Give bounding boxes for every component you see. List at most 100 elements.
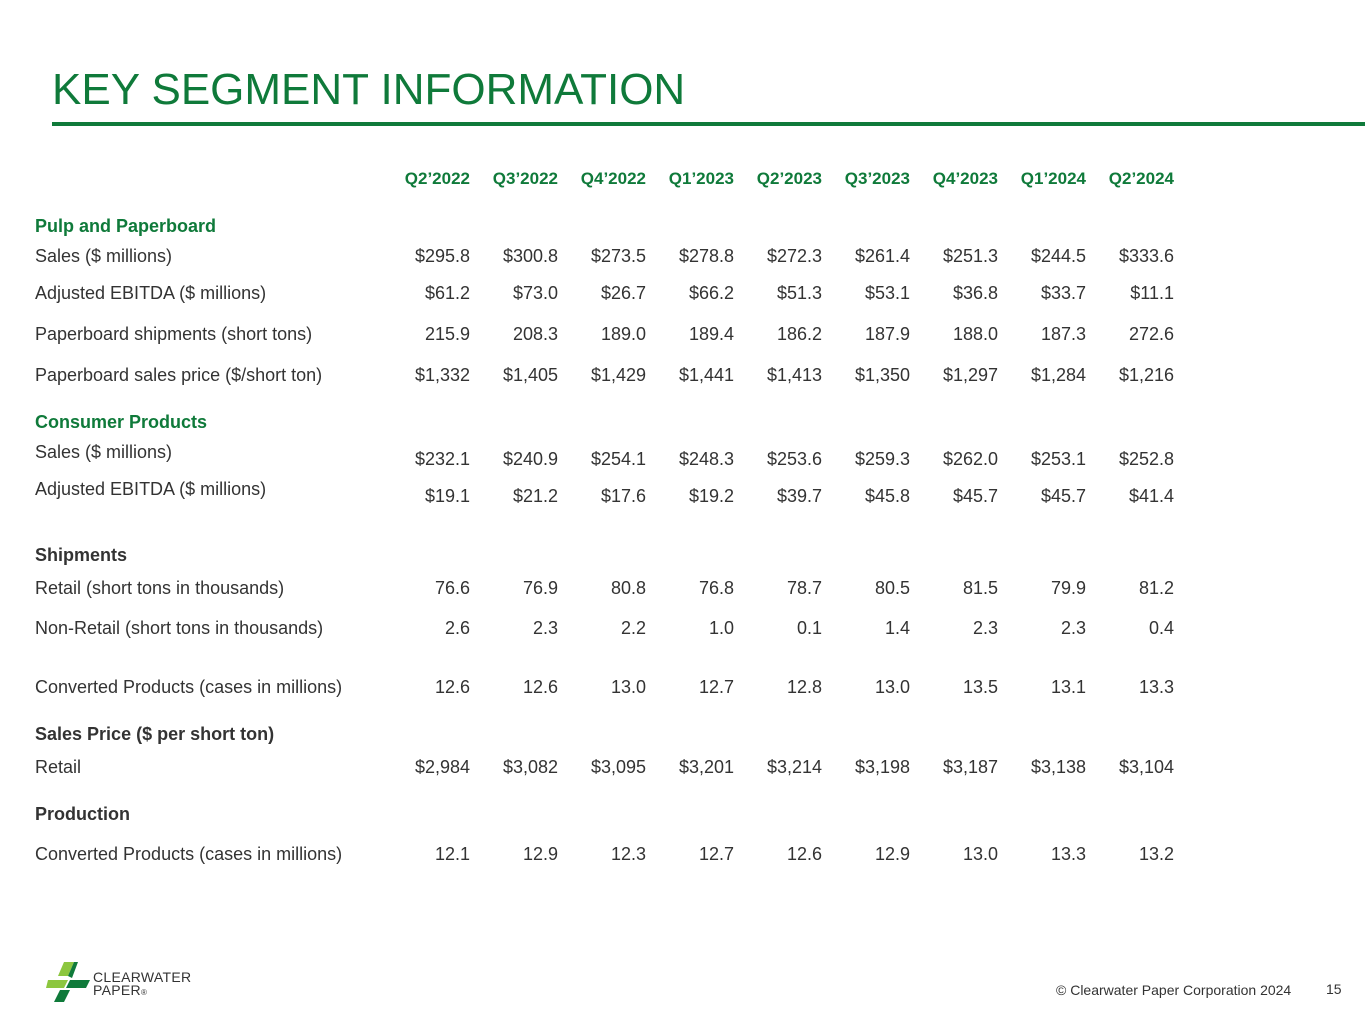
column-header: Q2’2024 bbox=[1108, 169, 1174, 188]
table-cell: $19.2 bbox=[688, 486, 734, 506]
table-cell: $3,104 bbox=[1118, 757, 1174, 777]
table-cell: $253.1 bbox=[1030, 449, 1086, 469]
table-cell: 2.3 bbox=[972, 618, 998, 638]
table-cell: 2.6 bbox=[444, 618, 470, 638]
table-cell: $73.0 bbox=[512, 283, 558, 303]
table-cell: $259.3 bbox=[854, 449, 910, 469]
table-cell: 188.0 bbox=[952, 324, 998, 344]
table-row-label: Converted Products (cases in millions) bbox=[35, 844, 343, 864]
table-cell: 1.4 bbox=[884, 618, 910, 638]
section-heading-price-label: Sales Price ($ per short ton) bbox=[35, 724, 275, 744]
company-logo: CLEARWATER PAPER® bbox=[46, 960, 206, 1004]
table-row: Converted Products (cases in millions) 12… bbox=[0, 675, 1365, 699]
table-row-label: Retail bbox=[35, 757, 82, 777]
table-cell: $1,216 bbox=[1118, 365, 1174, 385]
section-heading-price: Sales Price ($ per short ton) bbox=[0, 722, 1365, 746]
table-cell: 2.3 bbox=[532, 618, 558, 638]
table-cell: $278.8 bbox=[678, 246, 734, 266]
table-cell: $261.4 bbox=[854, 246, 910, 266]
table-cell: $248.3 bbox=[678, 449, 734, 469]
table-row: Retail (short tons in thousands) 76.6 76.9… bbox=[0, 576, 1365, 600]
table-cell: 13.3 bbox=[1138, 677, 1174, 697]
table-cell: 187.3 bbox=[1040, 324, 1086, 344]
logo-text-line1: CLEARWATER bbox=[93, 969, 192, 985]
table-cell: $295.8 bbox=[414, 246, 470, 266]
title-divider bbox=[52, 122, 1365, 126]
table-cell: 76.6 bbox=[434, 578, 470, 598]
table-cell: 186.2 bbox=[776, 324, 822, 344]
section-heading-pulp-label: Pulp and Paperboard bbox=[35, 216, 217, 236]
header-row: Q2’2022 Q3’2022 Q4’2022 Q1’2023 Q2’2023 Q3’20… bbox=[0, 167, 1365, 191]
table-cell: $1,405 bbox=[502, 365, 558, 385]
table-cell: 13.0 bbox=[610, 677, 646, 697]
column-header: Q4’2022 bbox=[580, 169, 646, 188]
table-cell: 12.7 bbox=[698, 844, 734, 864]
table-cell: 12.9 bbox=[522, 844, 558, 864]
table-row-label: Sales ($ millions) bbox=[35, 246, 173, 266]
table-cell: $19.1 bbox=[424, 486, 470, 506]
table-cell: $240.9 bbox=[502, 449, 558, 469]
table-cell: $26.7 bbox=[600, 283, 646, 303]
table-row-label: Non-Retail (short tons in thousands) bbox=[35, 618, 324, 638]
table-cell: 13.2 bbox=[1138, 844, 1174, 864]
table-row-label: Sales ($ millions) bbox=[35, 442, 173, 462]
table-cell: 12.1 bbox=[434, 844, 470, 864]
table-cell: $33.7 bbox=[1040, 283, 1086, 303]
table-cell: $1,332 bbox=[414, 365, 470, 385]
table-cell: $254.1 bbox=[590, 449, 646, 469]
page-number: 15 bbox=[1326, 981, 1342, 997]
column-header: Q4’2023 bbox=[932, 169, 998, 188]
table-cell: 189.0 bbox=[600, 324, 646, 344]
table-row: Non-Retail (short tons in thousands) 2.6 2… bbox=[0, 616, 1365, 640]
table-cell: $1,297 bbox=[942, 365, 998, 385]
table-cell: 12.6 bbox=[522, 677, 558, 697]
table-cell: $1,441 bbox=[678, 365, 734, 385]
table-row: Converted Products (cases in millions) 12… bbox=[0, 842, 1365, 866]
table-cell: $45.7 bbox=[1040, 486, 1086, 506]
logo-registered-mark: ® bbox=[140, 988, 148, 997]
table-cell: $36.8 bbox=[952, 283, 998, 303]
table-row: Paperboard shipments (short tons) 215.9 20… bbox=[0, 322, 1365, 346]
table-cell: $251.3 bbox=[942, 246, 998, 266]
table-cell: $3,138 bbox=[1030, 757, 1086, 777]
table-cell: $61.2 bbox=[424, 283, 470, 303]
table-cell: 76.9 bbox=[522, 578, 558, 598]
column-header: Q1’2024 bbox=[1020, 169, 1086, 188]
table-cell: 187.9 bbox=[864, 324, 910, 344]
table-cell: $244.5 bbox=[1030, 246, 1086, 266]
table-cell: 272.6 bbox=[1128, 324, 1174, 344]
copyright-text: © Clearwater Paper Corporation 2024 bbox=[1056, 982, 1292, 998]
table-cell: $1,429 bbox=[590, 365, 646, 385]
table-row: Sales ($ millions) $232.1 $240.9 $254.1 $248… bbox=[0, 440, 1365, 469]
section-heading-pulp: Pulp and Paperboard bbox=[0, 214, 1365, 238]
table-cell: $2,984 bbox=[414, 757, 470, 777]
section-heading-shipments-label: Shipments bbox=[35, 545, 128, 565]
table-row: Adjusted EBITDA ($ millions) $61.2 $73.0 $2… bbox=[0, 281, 1365, 305]
table-cell: 13.0 bbox=[962, 844, 998, 864]
column-header: Q2’2023 bbox=[756, 169, 822, 188]
table-cell: 81.2 bbox=[1138, 578, 1174, 598]
table-cell: 12.7 bbox=[698, 677, 734, 697]
table-cell: 80.8 bbox=[610, 578, 646, 598]
table-cell: $45.8 bbox=[864, 486, 910, 506]
table-cell: 81.5 bbox=[962, 578, 998, 598]
table-cell: $1,413 bbox=[766, 365, 822, 385]
table-cell: $3,082 bbox=[502, 757, 558, 777]
table-cell: 12.8 bbox=[786, 677, 822, 697]
column-header: Q2’2022 bbox=[404, 169, 470, 188]
table-cell: 12.3 bbox=[610, 844, 646, 864]
logo-mark-icon bbox=[46, 962, 90, 1002]
table-cell: 13.1 bbox=[1050, 677, 1086, 697]
table-cell: $53.1 bbox=[864, 283, 910, 303]
page-title: KEY SEGMENT INFORMATION bbox=[52, 65, 686, 114]
section-heading-consumer: Consumer Products bbox=[0, 410, 1365, 434]
table-cell: 2.2 bbox=[620, 618, 646, 638]
table-cell: 13.0 bbox=[874, 677, 910, 697]
table-cell: $1,350 bbox=[854, 365, 910, 385]
table-cell: 215.9 bbox=[424, 324, 470, 344]
table-cell: 0.4 bbox=[1148, 618, 1174, 638]
table-row-label: Converted Products (cases in millions) bbox=[35, 677, 343, 697]
table-cell: 12.6 bbox=[786, 844, 822, 864]
table-cell: $333.6 bbox=[1118, 246, 1174, 266]
table-cell: 2.3 bbox=[1060, 618, 1086, 638]
